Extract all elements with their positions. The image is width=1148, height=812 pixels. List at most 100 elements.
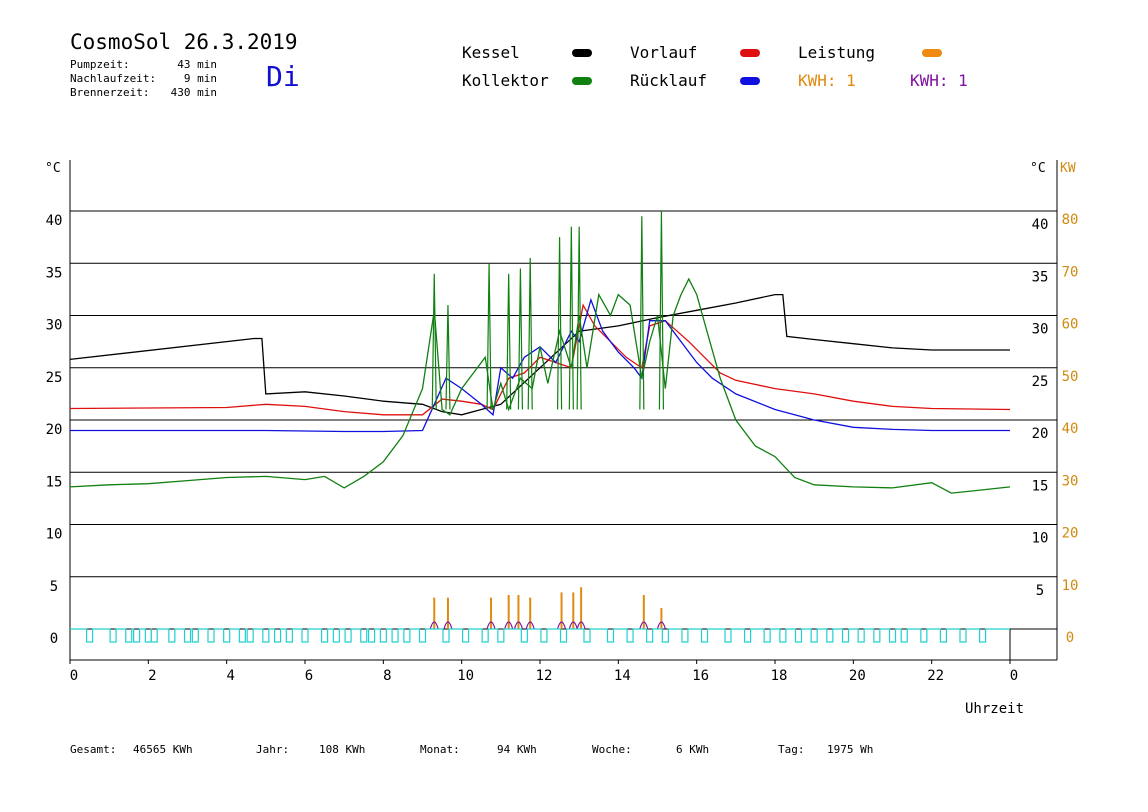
y-right-unit-kw: KW [1060, 161, 1076, 176]
kollektor-spike [576, 226, 582, 410]
y-left-tick: 40 [46, 213, 63, 229]
y-right-tick-temp: 10 [1032, 531, 1049, 547]
y-right-tick-kw: 60 [1062, 317, 1079, 333]
y-left-tick: 10 [46, 527, 63, 543]
y-right-tick-temp: 5 [1036, 583, 1044, 599]
stat-value-nachlaufzeit: 9 min [183, 72, 217, 85]
y-right-unit-temp: °C [1030, 161, 1046, 176]
series-line-rücklauf [70, 297, 1010, 433]
kollektor-spike [506, 273, 512, 410]
series-line-vorlauf [69, 303, 1011, 416]
kollektor-spike [486, 263, 492, 410]
kollektor-spike [527, 258, 533, 410]
kollektor-spike [517, 268, 524, 410]
x-tick-label: 12 [536, 668, 553, 684]
y-right-tick-kw: 20 [1062, 526, 1079, 542]
x-tick-label: 10 [457, 668, 474, 684]
x-tick-label: 8 [383, 668, 391, 684]
stat-label-nachlaufzeit: Nachlaufzeit: [70, 72, 157, 85]
y-right-tick-temp: 40 [1032, 217, 1049, 233]
kollektor-spike [431, 273, 437, 410]
kollektor-spike [568, 226, 574, 410]
y-right-tick-temp: 20 [1032, 426, 1049, 442]
y-left-unit: °C [45, 161, 61, 176]
legend-swatch-kollektor [572, 77, 592, 85]
x-tick-label: 20 [849, 668, 866, 684]
kwh-bump [429, 621, 439, 630]
page-title: CosmoSol 26.3.2019 [70, 30, 298, 54]
footer-tag-label: Tag: [778, 743, 805, 756]
kwh-bump [656, 621, 666, 630]
y-left-tick: 20 [46, 422, 63, 438]
y-right-tick-temp: 35 [1032, 269, 1049, 285]
kwh-bump [525, 621, 535, 630]
x-tick-label: 14 [614, 668, 631, 684]
y-left-tick: 30 [46, 318, 63, 334]
legend-swatch-leistung [922, 49, 942, 57]
series-line-kollektor [69, 277, 1011, 494]
legend-swatch-kessel [572, 49, 592, 57]
legend-swatch-ruecklauf [740, 77, 760, 85]
stat-value-brennerzeit: 430 min [170, 86, 217, 99]
y-right-tick-kw: 10 [1062, 578, 1079, 594]
footer-monat-value: 94 KWh [497, 743, 537, 756]
stat-label-pumpzeit: Pumpzeit: [70, 58, 130, 71]
footer-jahr-value: 108 KWh [319, 743, 366, 756]
legend-label-kwh-orange: KWH: 1 [798, 71, 856, 90]
x-tick-label: 6 [305, 668, 313, 684]
footer-gesamt-label: Gesamt: [70, 743, 117, 756]
x-tick-label: 0 [1010, 668, 1018, 684]
y-right-tick-temp: 25 [1032, 374, 1049, 390]
x-tick-label: 18 [771, 668, 788, 684]
y-left-tick: 0 [50, 631, 58, 647]
kwh-bump [513, 621, 524, 630]
footer-woche-label: Woche: [592, 743, 632, 756]
y-right-tick-kw: 80 [1062, 212, 1079, 228]
kollektor-spike [639, 216, 645, 410]
x-tick-label: 0 [70, 668, 78, 684]
y-right-tick-temp: 30 [1032, 322, 1049, 338]
pump-signal-line [70, 628, 1010, 643]
x-tick-label: 16 [692, 668, 709, 684]
x-axis-label: Uhrzeit [965, 701, 1025, 717]
stat-value-pumpzeit: 43 min [177, 58, 217, 71]
kwh-bump [639, 621, 649, 630]
legend-label-leistung: Leistung [798, 43, 876, 62]
y-left-tick: 25 [46, 370, 63, 386]
footer-tag-value: 1975 Wh [827, 743, 874, 756]
legend-swatch-vorlauf [740, 49, 760, 57]
legend-label-kwh-purple: KWH: 1 [910, 71, 968, 90]
y-left-tick: 35 [46, 265, 63, 281]
y-right-tick-kw: 30 [1062, 473, 1079, 489]
y-left-tick: 15 [46, 474, 63, 490]
footer-monat-label: Monat: [420, 743, 460, 756]
kwh-bump [556, 621, 567, 630]
weekday-label: Di [266, 60, 300, 93]
footer-woche-value: 6 KWh [676, 743, 710, 756]
y-right-tick-kw: 0 [1066, 630, 1074, 646]
kollektor-spike [445, 305, 451, 410]
legend-label-kessel: Kessel [462, 43, 520, 62]
y-right-tick-temp: 15 [1032, 478, 1049, 494]
stat-label-brennerzeit: Brennerzeit: [70, 86, 150, 99]
footer-jahr-label: Jahr: [256, 743, 290, 756]
kwh-bump [486, 621, 496, 630]
footer-gesamt-value: 46565 KWh [133, 743, 193, 756]
x-tick-label: 22 [927, 668, 944, 684]
kwh-bump [568, 621, 578, 630]
kollektor-spike [658, 210, 665, 410]
x-tick-label: 4 [226, 668, 234, 684]
kwh-bump [576, 621, 586, 630]
legend-label-vorlauf: Vorlauf [630, 43, 698, 62]
kollektor-spike [556, 237, 563, 410]
y-right-tick-kw: 70 [1062, 264, 1079, 280]
series-line-kessel [69, 293, 1010, 416]
x-tick-label: 2 [148, 668, 156, 684]
kwh-bump [504, 621, 514, 630]
legend-label-kollektor: Kollektor [462, 71, 549, 90]
y-left-tick: 5 [50, 579, 58, 595]
legend-label-ruecklauf: Rücklauf [630, 71, 708, 90]
y-right-tick-kw: 40 [1062, 421, 1079, 437]
kwh-bump [443, 621, 453, 630]
